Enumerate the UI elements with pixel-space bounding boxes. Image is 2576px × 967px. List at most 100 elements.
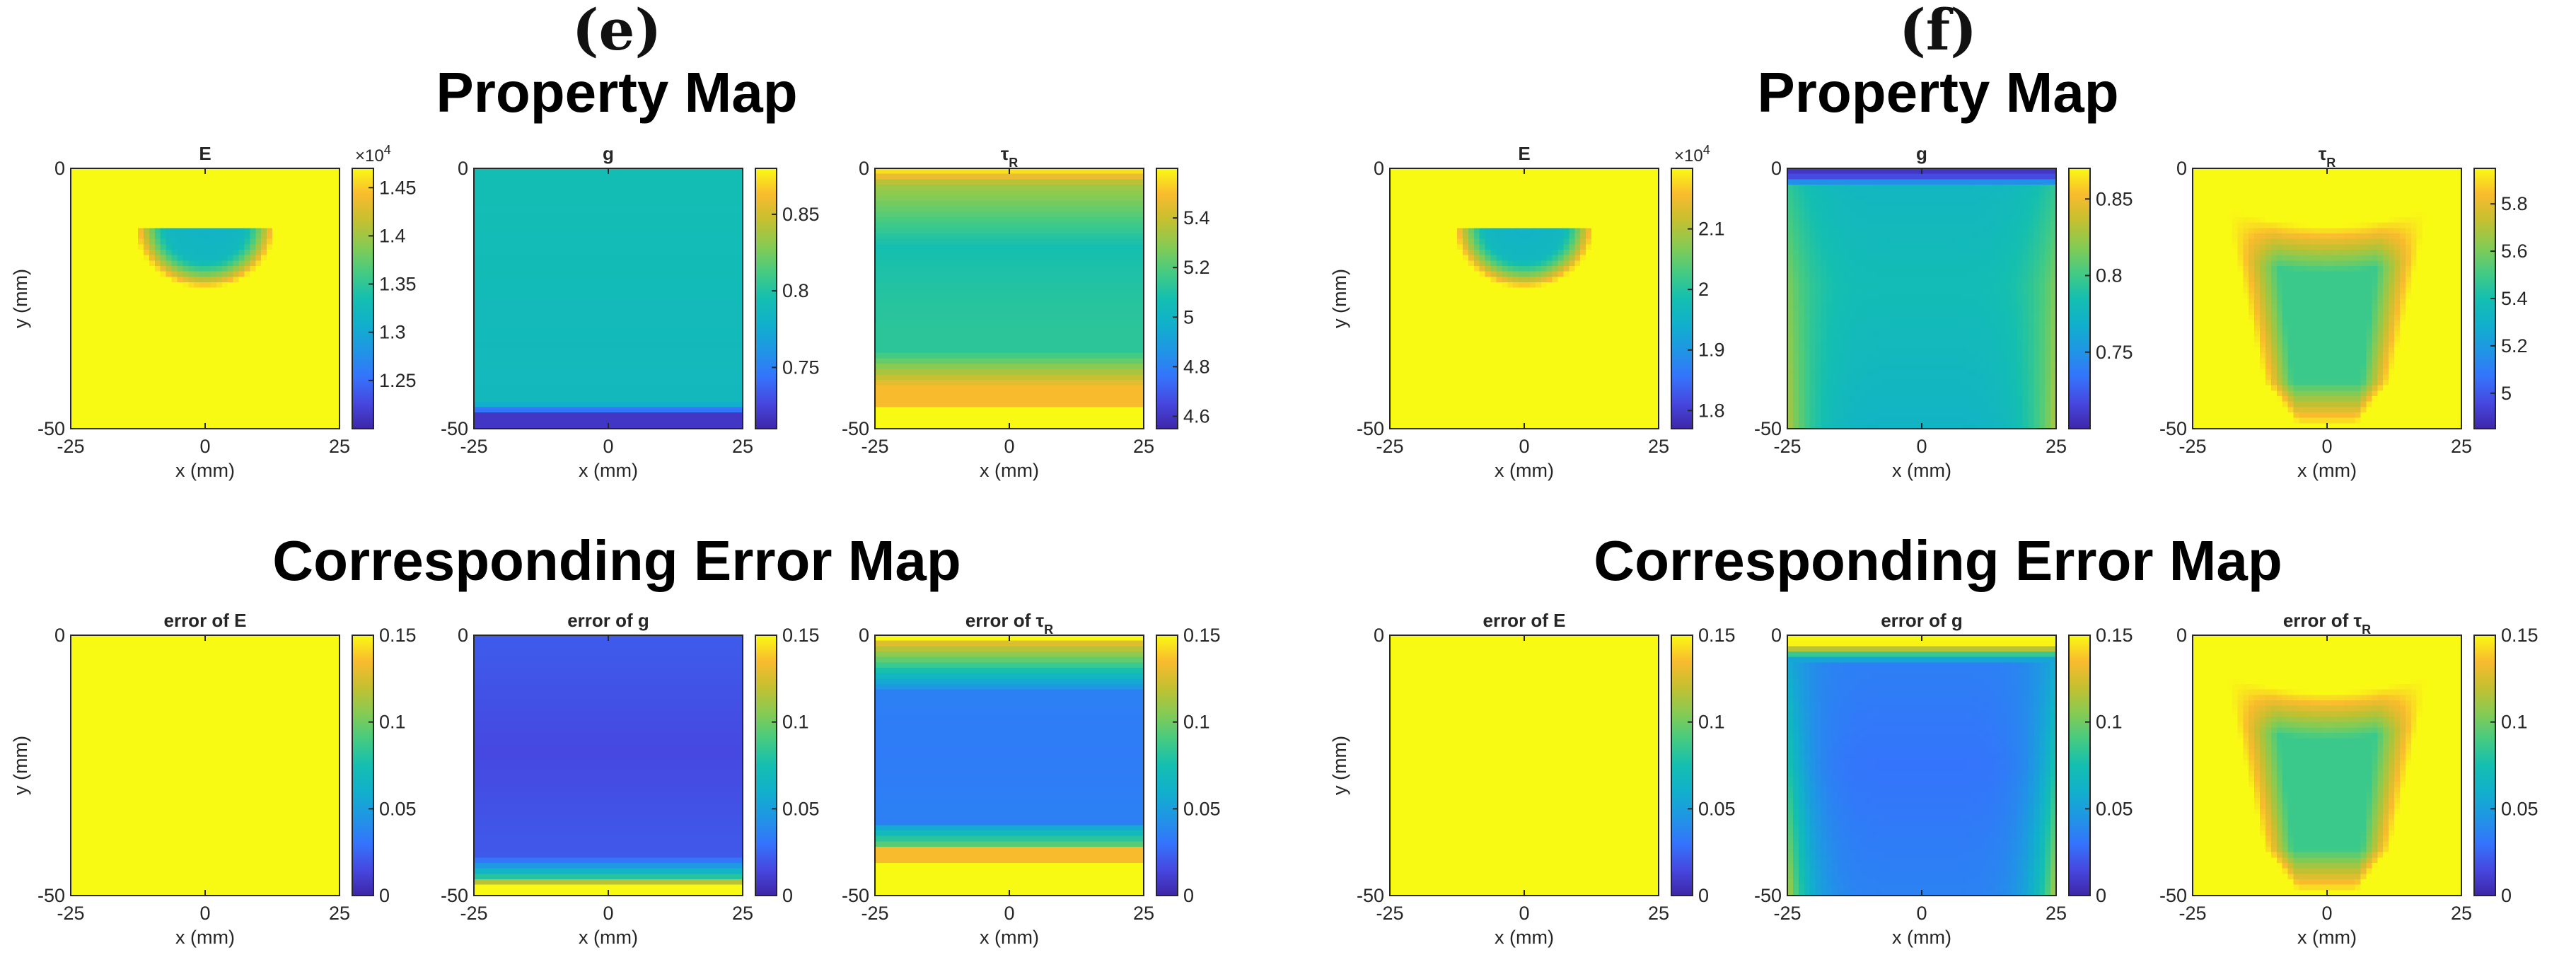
heatmap-cell	[149, 250, 156, 255]
heatmap-cell	[138, 266, 144, 272]
heatmap-cell	[250, 207, 256, 212]
heatmap-cell	[306, 185, 313, 190]
heatmap-cell	[127, 282, 133, 288]
heatmap-cell	[177, 201, 183, 207]
heatmap-cell	[110, 244, 116, 250]
heatmap-cell	[82, 190, 88, 196]
heatmap-cell	[161, 228, 167, 233]
heatmap-cell	[71, 217, 77, 223]
heatmap-cell	[328, 233, 335, 239]
heatmap-cell	[115, 277, 122, 282]
heatmap-cell	[233, 244, 240, 250]
heatmap-cell	[194, 185, 200, 190]
heatmap-cell	[284, 272, 290, 277]
heatmap-cell	[76, 195, 83, 201]
heatmap-cell	[328, 250, 335, 255]
heatmap-cell	[301, 190, 307, 196]
heatmap-cell	[93, 212, 100, 217]
heatmap-cell	[161, 168, 167, 174]
heatmap-cell	[149, 168, 156, 174]
heatmap-cell	[182, 233, 189, 239]
heatmap-cell	[149, 185, 156, 190]
heatmap-cell	[278, 190, 284, 196]
heatmap-cell	[272, 201, 279, 207]
heatmap-cell	[127, 244, 133, 250]
heatmap-cell	[99, 277, 105, 282]
heatmap-cell	[88, 272, 94, 277]
error-map-title-f: Corresponding Error Map	[1594, 529, 2282, 592]
heatmap-cell	[222, 233, 228, 239]
heatmap-cell	[144, 174, 150, 180]
heatmap-cell	[132, 260, 139, 266]
heatmap-cell	[255, 190, 262, 196]
heatmap-cell	[228, 190, 234, 196]
heatmap-cell	[278, 282, 284, 288]
heatmap-cell	[194, 239, 200, 245]
heatmap-cell	[216, 266, 223, 272]
heatmap-cell	[93, 201, 100, 207]
heatmap-cell	[278, 174, 284, 180]
heatmap-cell	[172, 212, 178, 217]
heatmap-cell	[211, 233, 217, 239]
heatmap-cell	[239, 168, 245, 174]
heatmap-cell	[267, 201, 273, 207]
heatmap-cell	[99, 195, 105, 201]
heatmap-cell	[255, 168, 262, 174]
heatmap-cell	[177, 168, 183, 174]
heatmap-cell	[289, 260, 296, 266]
heatmap-cell	[222, 207, 228, 212]
heatmap-cell	[239, 212, 245, 217]
heatmap-cell	[155, 260, 161, 266]
heatmap-cell	[244, 233, 250, 239]
heatmap-cell	[261, 168, 267, 174]
heatmap-cell	[328, 272, 335, 277]
heatmap-cell	[71, 185, 77, 190]
heatmap-cell	[267, 255, 273, 261]
heatmap-cell	[261, 223, 267, 228]
heatmap-cell	[138, 195, 144, 201]
heatmap-cell	[161, 212, 167, 217]
heatmap-cell	[188, 272, 195, 277]
heatmap-cell	[211, 260, 217, 266]
heatmap-cell	[194, 228, 200, 233]
heatmap-cell	[155, 217, 161, 223]
heatmap-cell	[182, 228, 189, 233]
heatmap-cell	[115, 190, 122, 196]
heatmap-cell	[244, 266, 250, 272]
heatmap-cell	[311, 282, 318, 288]
heatmap-cell	[228, 250, 234, 255]
heatmap-cell	[71, 250, 77, 255]
heatmap-cell	[177, 195, 183, 201]
heatmap-cell	[250, 201, 256, 207]
heatmap-cell	[295, 260, 301, 266]
heatmap-cell	[255, 207, 262, 212]
heatmap-cell	[328, 201, 335, 207]
heatmap-cell	[177, 282, 183, 288]
heatmap-cell	[239, 233, 245, 239]
heatmap-cell	[115, 228, 122, 233]
heatmap-cell	[301, 207, 307, 212]
heatmap-cell	[244, 190, 250, 196]
heatmap-cell	[188, 228, 195, 233]
heatmap-cell	[194, 260, 200, 266]
heatmap-cell	[115, 195, 122, 201]
heatmap-cell	[211, 282, 217, 288]
heatmap-cell	[144, 179, 150, 185]
heatmap-cell	[311, 168, 318, 174]
heatmap-cell	[289, 217, 296, 223]
heatmap-cell	[244, 277, 250, 282]
heatmap-cell	[71, 233, 77, 239]
heatmap-cell	[161, 233, 167, 239]
heatmap-cell	[306, 282, 313, 288]
heatmap-cell	[149, 179, 156, 185]
heatmap-cell	[71, 260, 77, 266]
heatmap-cell	[250, 223, 256, 228]
heatmap-cell	[132, 255, 139, 261]
heatmap-cell	[295, 244, 301, 250]
heatmap-cell	[250, 174, 256, 180]
heatmap-cell	[194, 190, 200, 196]
heatmap-cell	[127, 217, 133, 223]
heatmap-cell	[149, 190, 156, 196]
heatmap-cell	[188, 282, 195, 288]
heatmap-cell	[132, 195, 139, 201]
